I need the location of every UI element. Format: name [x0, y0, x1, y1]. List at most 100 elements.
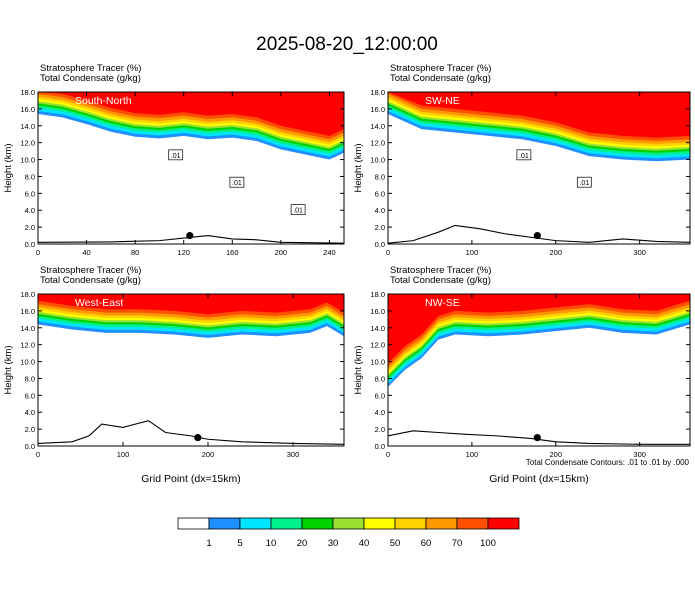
colorbar-swatch	[301, 517, 334, 530]
x-tick-label: 100	[466, 450, 479, 459]
x-tick-label: 200	[202, 450, 215, 459]
y-tick-label: 16.0	[370, 307, 385, 316]
y-tick-label: 2.0	[375, 425, 385, 434]
colorbar-swatch	[239, 517, 272, 530]
contour-label-box	[168, 149, 184, 161]
colorbar-label: 1	[206, 538, 211, 549]
y-tick-label: 14.0	[370, 324, 385, 333]
x-tick-label: 100	[117, 450, 130, 459]
colorbar-label: 100	[480, 538, 496, 549]
y-tick-label: 12.0	[370, 341, 385, 350]
figure-title: 2025-08-20_12:00:00	[256, 34, 438, 55]
panel-label: SW-NE	[425, 95, 460, 107]
plot-area	[388, 294, 690, 446]
y-tick-label: 18.0	[20, 88, 35, 97]
y-axis-label: Height (km)	[353, 143, 364, 192]
tracer-band-9	[388, 92, 690, 138]
contour-label-box	[576, 176, 592, 188]
colorbar-label: 50	[390, 538, 401, 549]
y-tick-label: 4.0	[25, 206, 35, 215]
x-tick-label: 40	[82, 248, 90, 257]
x-tick-label: 0	[36, 248, 40, 257]
y-tick-label: 18.0	[370, 88, 385, 97]
x-tick-label: 0	[386, 450, 390, 459]
y-tick-label: 16.0	[20, 307, 35, 316]
terrain-line	[388, 224, 690, 244]
x-tick-label: 200	[550, 248, 563, 257]
x-tick-label: 0	[386, 248, 390, 257]
contour-label-box	[516, 149, 532, 161]
y-tick-label: 10.0	[370, 156, 385, 165]
y-tick-label: 14.0	[370, 122, 385, 131]
y-tick-label: 14.0	[20, 122, 35, 131]
contour-label-box	[229, 176, 245, 188]
plot-area: .01 .01	[388, 92, 690, 244]
panel-header-condensate: Total Condensate (g/kg)	[390, 73, 491, 84]
y-tick-label: 12.0	[370, 139, 385, 148]
x-axis-label: Grid Point (dx=15km)	[489, 473, 589, 485]
colorbar-swatch	[394, 517, 427, 530]
y-tick-label: 18.0	[20, 290, 35, 299]
y-tick-label: 6.0	[25, 189, 35, 198]
y-tick-label: 16.0	[20, 105, 35, 114]
y-tick-label: 2.0	[25, 223, 35, 232]
contour-label: .01	[519, 153, 529, 160]
colorbar-swatch	[177, 517, 210, 530]
location-marker	[186, 231, 194, 240]
panel-header-tracer: Stratosphere Tracer (%)	[390, 265, 491, 276]
x-tick-label: 300	[633, 248, 646, 257]
panels: Stratosphere Tracer (%)Total Condensate …	[3, 63, 691, 485]
contour-label: .01	[579, 180, 589, 187]
y-tick-label: 0.0	[25, 240, 35, 249]
x-tick-label: 240	[323, 248, 336, 257]
colorbar: 1 5 10 20 30 40 50 60 70 100	[177, 517, 520, 549]
tracer-band-9	[388, 294, 690, 364]
plot-frame	[387, 91, 691, 245]
y-tick-label: 14.0	[20, 324, 35, 333]
x-tick-label: 0	[36, 450, 40, 459]
colorbar-label: 10	[266, 538, 277, 549]
y-tick-label: 12.0	[20, 139, 35, 148]
x-tick-label: 120	[177, 248, 190, 257]
colorbar-label: 30	[328, 538, 339, 549]
panel-label: West-East	[75, 297, 123, 309]
y-tick-label: 4.0	[375, 408, 385, 417]
location-marker	[533, 433, 541, 442]
x-tick-label: 200	[275, 248, 288, 257]
terrain-line	[38, 420, 344, 445]
contour-label: .01	[232, 180, 242, 187]
x-tick-label: 300	[287, 450, 300, 459]
y-tick-label: 6.0	[25, 391, 35, 400]
y-axis-label: Height (km)	[3, 345, 14, 394]
colorbar-swatch	[487, 517, 520, 530]
contour-label: .01	[293, 208, 303, 215]
y-tick-label: 18.0	[370, 290, 385, 299]
x-tick-label: 80	[131, 248, 139, 257]
panel-nw-se: Stratosphere Tracer (%)Total Condensate …	[353, 265, 691, 485]
y-tick-label: 2.0	[375, 223, 385, 232]
colorbar-swatch	[332, 517, 365, 530]
y-axis-label: Height (km)	[353, 345, 364, 394]
panel-header-condensate: Total Condensate (g/kg)	[40, 275, 141, 286]
colorbar-label: 60	[421, 538, 432, 549]
x-tick-label: 100	[466, 248, 479, 257]
tracer-band-9	[38, 92, 344, 136]
plot-frame	[37, 91, 345, 245]
location-marker	[194, 433, 202, 442]
panel-header-tracer: Stratosphere Tracer (%)	[40, 63, 141, 74]
panel-header-tracer: Stratosphere Tracer (%)	[40, 265, 141, 276]
panel-header-condensate: Total Condensate (g/kg)	[390, 275, 491, 286]
y-tick-label: 8.0	[25, 374, 35, 383]
colorbar-label: 70	[452, 538, 463, 549]
colorbar-swatch	[425, 517, 458, 530]
x-axis-label: Grid Point (dx=15km)	[141, 473, 241, 485]
colorbar-label: 40	[359, 538, 370, 549]
y-tick-label: 10.0	[20, 358, 35, 367]
plot-area	[38, 294, 344, 446]
y-tick-label: 0.0	[375, 442, 385, 451]
tracer-band-8	[388, 294, 690, 367]
y-tick-label: 4.0	[375, 206, 385, 215]
plot-frame	[387, 293, 691, 447]
y-tick-label: 8.0	[25, 172, 35, 181]
